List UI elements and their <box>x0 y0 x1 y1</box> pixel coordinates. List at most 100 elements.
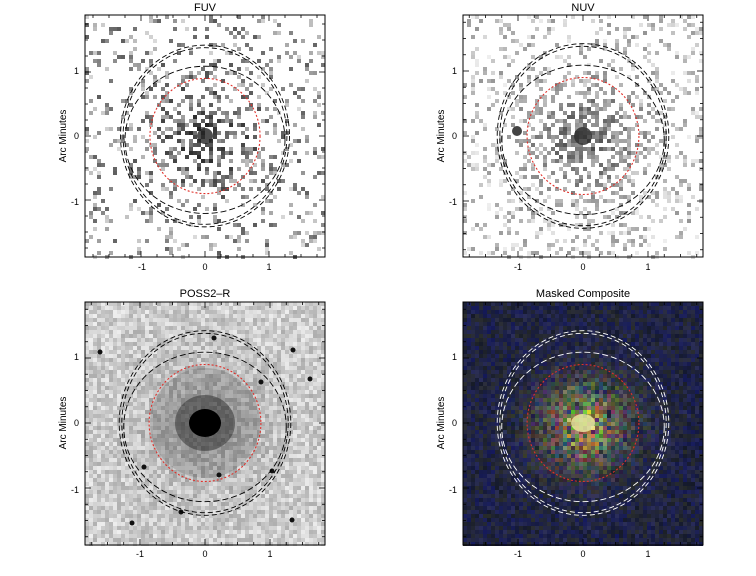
image-pixel <box>261 438 265 442</box>
image-pixel <box>265 374 269 378</box>
image-pixel <box>483 127 487 131</box>
image-pixel <box>133 366 137 370</box>
image-pixel <box>165 330 169 334</box>
image-pixel <box>101 438 105 442</box>
image-pixel <box>567 123 571 127</box>
image-pixel <box>173 422 177 426</box>
image-pixel <box>241 434 245 438</box>
image-pixel <box>141 79 145 83</box>
image-pixel <box>221 79 225 83</box>
image-pixel <box>165 494 169 498</box>
image-pixel <box>169 398 173 402</box>
image-pixel <box>241 470 245 474</box>
image-pixel <box>121 490 125 494</box>
image-pixel <box>105 378 109 382</box>
image-pixel <box>667 107 671 111</box>
image-pixel <box>273 478 277 482</box>
image-pixel <box>209 462 213 466</box>
image-pixel <box>611 231 615 235</box>
image-pixel <box>169 410 173 414</box>
image-pixel <box>177 402 181 406</box>
image-pixel <box>209 346 213 350</box>
image-pixel <box>109 394 113 398</box>
image-pixel <box>249 302 253 306</box>
image-pixel <box>631 103 635 107</box>
image-pixel <box>193 466 197 470</box>
image-pixel <box>297 442 301 446</box>
image-pixel <box>523 163 527 167</box>
image-pixel <box>317 390 321 394</box>
image-pixel <box>559 159 563 163</box>
image-pixel <box>185 462 189 466</box>
image-pixel <box>97 159 101 163</box>
image-pixel <box>225 135 229 139</box>
panel-fuv-rings <box>120 44 290 228</box>
image-pixel <box>265 430 269 434</box>
image-pixel <box>221 306 225 310</box>
image-pixel <box>245 442 249 446</box>
image-pixel <box>93 474 97 478</box>
image-pixel <box>97 338 101 342</box>
image-pixel <box>471 75 475 79</box>
image-pixel <box>273 171 277 175</box>
image-pixel <box>217 390 221 394</box>
image-pixel <box>89 502 93 506</box>
image-pixel <box>277 31 281 35</box>
image-pixel <box>137 482 141 486</box>
image-pixel <box>261 159 265 163</box>
image-pixel <box>297 390 301 394</box>
image-pixel <box>113 414 117 418</box>
image-pixel <box>237 410 241 414</box>
image-pixel <box>89 51 93 55</box>
image-pixel <box>639 235 643 239</box>
image-pixel <box>217 99 221 103</box>
image-pixel <box>293 498 297 502</box>
image-pixel <box>209 502 213 506</box>
image-pixel <box>265 434 269 438</box>
image-pixel <box>125 398 129 402</box>
image-pixel <box>301 39 305 43</box>
image-pixel <box>141 318 145 322</box>
image-pixel <box>125 306 129 310</box>
image-pixel <box>105 410 109 414</box>
image-pixel <box>651 219 655 223</box>
image-pixel <box>245 462 249 466</box>
image-pixel <box>293 486 297 490</box>
image-pixel <box>133 486 137 490</box>
image-pixel <box>149 438 153 442</box>
image-pixel <box>679 127 683 131</box>
image-pixel <box>547 243 551 247</box>
image-pixel <box>129 167 133 171</box>
image-pixel <box>113 434 117 438</box>
image-pixel <box>129 446 133 450</box>
image-pixel <box>317 123 321 127</box>
image-pixel <box>185 370 189 374</box>
image-pixel <box>173 474 177 478</box>
image-pixel <box>273 382 277 386</box>
image-pixel <box>129 390 133 394</box>
image-pixel <box>145 402 149 406</box>
image-pixel <box>675 95 679 99</box>
image-pixel <box>213 358 217 362</box>
image-pixel <box>269 338 273 342</box>
image-pixel <box>137 398 141 402</box>
image-pixel <box>269 422 273 426</box>
image-pixel <box>197 123 201 127</box>
image-pixel <box>515 75 519 79</box>
image-pixel <box>109 322 113 326</box>
image-pixel <box>101 370 105 374</box>
image-pixel <box>321 223 325 227</box>
image-pixel <box>245 195 249 199</box>
image-pixel <box>317 171 321 175</box>
image-pixel <box>213 131 217 135</box>
image-pixel <box>285 374 289 378</box>
image-pixel <box>85 410 89 414</box>
image-pixel <box>125 338 129 342</box>
image-pixel <box>257 370 261 374</box>
image-pixel <box>487 163 491 167</box>
image-pixel <box>471 151 475 155</box>
image-pixel <box>503 171 507 175</box>
image-pixel <box>281 386 285 390</box>
image-pixel <box>543 219 547 223</box>
image-pixel <box>519 87 523 91</box>
